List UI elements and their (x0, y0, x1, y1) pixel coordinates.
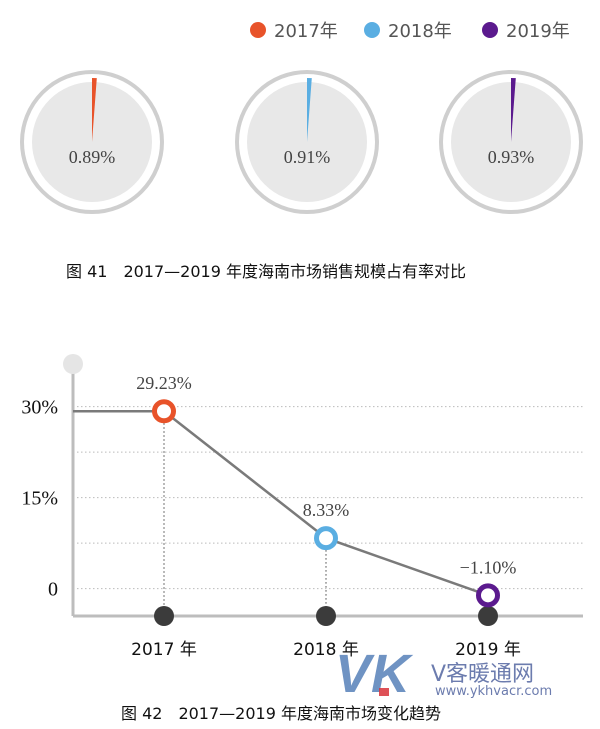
x-axis-dot-1 (316, 606, 336, 626)
pie-label-0: 0.89% (69, 147, 116, 167)
x-axis-dot-0 (154, 606, 174, 626)
pie-label-1: 0.91% (284, 147, 331, 167)
legend-marker-2 (482, 22, 498, 38)
y-axis-cap (63, 354, 83, 374)
pie-slice-1 (307, 78, 312, 142)
line-chart: 30% 15% 0 29.23% 8.33% −1.10% 2017 年 2018 年 2019… (21, 354, 583, 660)
watermark-url: www.ykhvacr.com (435, 684, 553, 699)
watermark-brand: V客暖通网 (431, 662, 535, 687)
y-tick-label-2: 0 (48, 579, 58, 601)
watermark-vk-logo: VK (335, 648, 414, 704)
x-axis-dot-2 (478, 606, 498, 626)
figure-41-caption: 图 41 2017—2019 年度海南市场销售规模占有率对比 (66, 262, 466, 281)
legend-marker-1 (364, 22, 380, 38)
data-label-0: 29.23% (136, 373, 192, 393)
pie-label-2: 0.93% (488, 147, 535, 167)
data-label-2: −1.10% (460, 557, 517, 577)
data-point-0 (152, 399, 176, 424)
watermark: VK V客暖通网 www.ykhvacr.com (335, 644, 595, 708)
pie-legend: 2017年 2018年 2019年 (0, 0, 600, 60)
figure-42-caption: 图 42 2017—2019 年度海南市场变化趋势 (121, 704, 441, 723)
legend-label-2: 2019年 (506, 21, 570, 42)
y-tick-label-1: 15% (21, 488, 58, 510)
watermark-logo-mark (379, 688, 389, 696)
pie-slice-0 (92, 78, 97, 142)
legend-label-0: 2017年 (274, 21, 338, 42)
watermark-logo: VK (335, 644, 414, 704)
data-point-2 (476, 583, 500, 608)
x-tick-label-2: 2019 年 (455, 640, 521, 660)
data-label-1: 8.33% (303, 500, 350, 520)
pie-charts: 0.89% 0.91% 0.93% (20, 70, 583, 214)
x-tick-label-1: 2018 年 (293, 640, 359, 660)
x-tick-label-0: 2017 年 (131, 640, 197, 660)
pie-slice-2 (511, 78, 516, 142)
legend-marker-0 (250, 22, 266, 38)
legend-svg: 2017年 2018年 2019年 (250, 21, 570, 42)
legend-label-1: 2018年 (388, 21, 452, 42)
data-point-1 (314, 526, 338, 551)
y-tick-label-0: 30% (21, 397, 58, 419)
